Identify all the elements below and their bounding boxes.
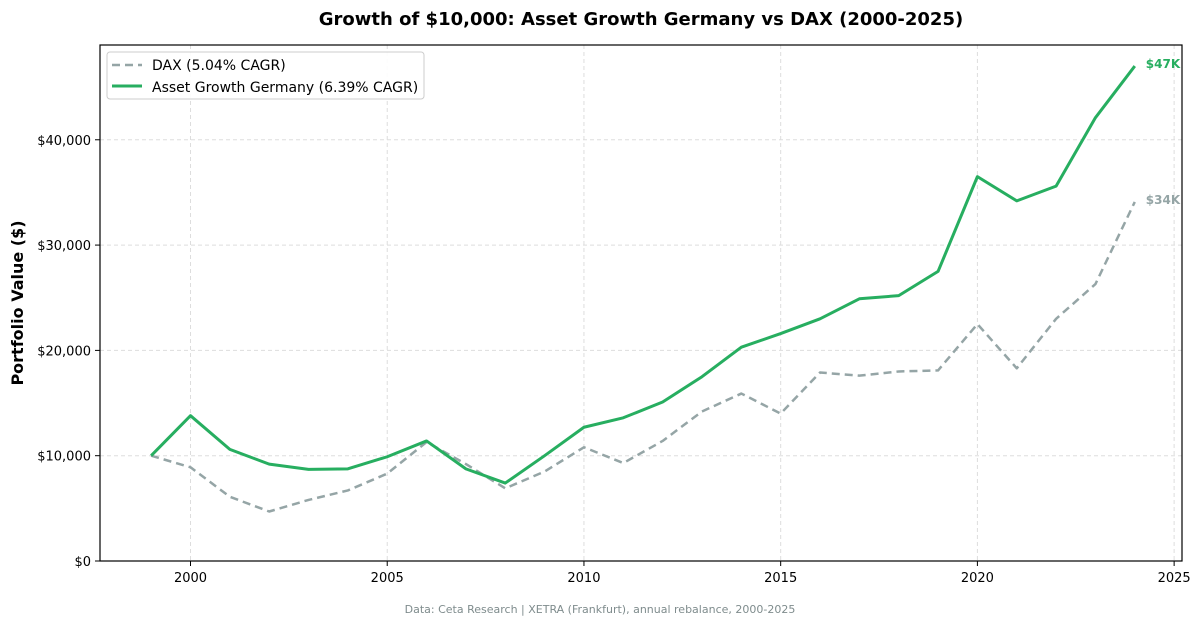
y-tick-label: $10,000 [37,450,91,465]
series-line-dax [150,201,1136,513]
x-tick-label: 2005 [371,571,404,586]
y-tick-label: $40,000 [37,134,91,149]
legend-box [106,51,425,100]
x-tick-label: 2025 [1158,571,1191,586]
x-tick-label: 2010 [567,571,600,586]
plot-frame [99,44,1183,562]
y-tick-label: $20,000 [37,344,91,359]
y-tick-label: $0 [74,555,91,570]
x-tick-label: 2000 [174,571,207,586]
end-value-label: $34K [1146,193,1181,207]
legend: DAX (5.04% CAGR) Asset Growth Germany (6… [106,51,425,100]
footnote: Data: Ceta Research | XETRA (Frankfurt),… [405,603,796,616]
series-line-asset-growth [150,65,1136,485]
y-axis-label: Portfolio Value ($) [8,220,27,385]
chart-title: Growth of $10,000: Asset Growth Germany … [319,9,963,30]
y-tick-label: $30,000 [37,239,91,254]
x-tick-label: 2020 [961,571,994,586]
end-value-label: $47K [1146,57,1181,71]
x-tick-label: 2015 [764,571,797,586]
legend-label-asset-growth: Asset Growth Germany (6.39% CAGR) [152,80,418,96]
legend-label-dax: DAX (5.04% CAGR) [152,58,286,74]
